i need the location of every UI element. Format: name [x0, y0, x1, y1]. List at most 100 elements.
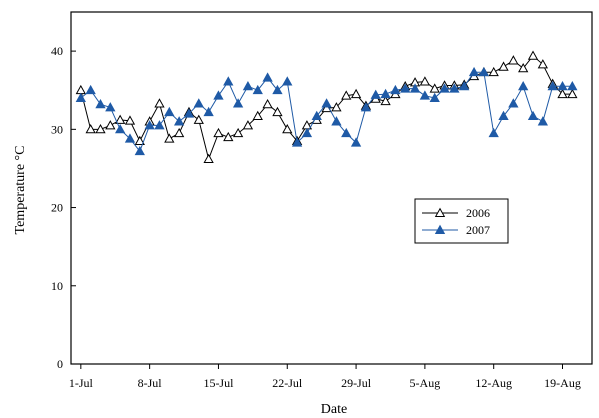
data-point-2007	[468, 66, 480, 77]
data-point-2006	[419, 76, 431, 86]
data-point-2007	[105, 102, 116, 112]
data-point-2007	[183, 108, 195, 118]
data-point-2006	[85, 124, 96, 134]
data-point-2007	[380, 88, 391, 99]
data-point-2006	[262, 98, 273, 109]
data-point-2006	[498, 61, 509, 71]
x-axis-label: Date	[321, 402, 347, 417]
data-point-2007	[193, 98, 204, 108]
data-point-2006	[527, 50, 539, 60]
data-point-2006	[154, 98, 165, 108]
data-point-2007	[252, 84, 263, 95]
data-point-2007	[144, 120, 155, 130]
data-point-2007	[262, 72, 273, 82]
data-point-2006	[380, 95, 391, 106]
data-point-2007	[537, 116, 548, 126]
data-point-2006	[331, 102, 342, 112]
data-point-2007	[95, 98, 106, 109]
data-point-2006	[272, 106, 283, 117]
data-point-2007	[370, 89, 381, 99]
data-point-2007	[115, 124, 126, 134]
x-tick-label: 12-Aug	[475, 376, 512, 390]
legend-marker-2006	[434, 207, 446, 217]
data-point-2006	[488, 66, 499, 77]
data-point-2007	[321, 98, 332, 108]
data-point-2006	[223, 131, 234, 142]
legend-box	[414, 198, 509, 244]
x-tick-label: 22-Jul	[272, 376, 303, 390]
data-point-2006	[341, 90, 352, 100]
data-point-2007	[449, 83, 460, 93]
data-point-2007	[478, 66, 490, 77]
x-tick-label: 1-Jul	[69, 376, 94, 390]
data-point-2006	[242, 120, 254, 130]
data-point-2006	[164, 133, 175, 143]
data-point-2006	[75, 84, 86, 95]
data-point-2007	[173, 116, 185, 126]
x-tick-label: 19-Aug	[544, 376, 581, 390]
data-point-2007	[203, 106, 214, 117]
data-point-2007	[508, 98, 519, 108]
data-point-2007	[164, 106, 175, 117]
data-point-2006	[173, 127, 185, 138]
data-point-2007	[567, 80, 578, 91]
x-tick-label: 8-Jul	[138, 376, 163, 390]
y-tick-label: 40	[51, 44, 63, 58]
data-point-2006	[95, 124, 106, 134]
data-point-2007	[429, 92, 440, 102]
data-point-2007	[272, 84, 283, 95]
plot-frame	[70, 11, 593, 365]
data-point-2007	[75, 92, 86, 102]
data-point-2007	[154, 120, 165, 130]
data-point-2007	[282, 76, 293, 86]
data-point-2007	[301, 127, 313, 138]
y-tick-label: 20	[51, 201, 63, 215]
data-point-2007	[459, 80, 470, 91]
data-point-2007	[232, 98, 244, 108]
data-point-2007	[242, 80, 254, 91]
data-point-2006	[537, 59, 548, 69]
data-point-2006	[557, 88, 568, 99]
data-point-2007	[527, 110, 539, 120]
data-point-2007	[400, 83, 411, 93]
y-tick-label: 30	[51, 122, 63, 136]
data-point-2006	[429, 83, 440, 93]
legend-label: 2007	[466, 223, 490, 237]
data-point-2007	[488, 127, 499, 138]
data-point-2006	[282, 124, 293, 134]
data-point-2007	[419, 90, 431, 100]
y-axis-label: Temperature °C	[13, 146, 28, 235]
data-point-2006	[124, 115, 136, 125]
data-point-2006	[203, 153, 214, 163]
data-point-2006	[508, 55, 519, 65]
plot-area: 0 10 20 30 40 1-Jul 8-Jul 15-Jul 22-Jul 29-Jul 5-A…	[51, 11, 593, 390]
data-point-2006	[350, 88, 362, 99]
data-point-2006	[567, 88, 578, 99]
data-point-2006	[193, 114, 204, 124]
data-point-2007	[341, 127, 352, 138]
data-point-2007	[311, 110, 322, 120]
data-point-2006	[115, 114, 126, 124]
data-point-2007	[291, 137, 303, 147]
y-tick-label: 0	[57, 357, 63, 371]
data-point-2007	[85, 84, 96, 95]
data-point-2007	[124, 133, 136, 143]
data-point-2006	[252, 110, 263, 120]
data-point-2007	[134, 145, 145, 156]
data-point-2007	[213, 90, 224, 100]
x-tick-label: 5-Aug	[410, 376, 441, 390]
x-tick-label: 29-Jul	[341, 376, 372, 390]
data-point-2007	[360, 102, 372, 112]
data-point-2006	[213, 127, 224, 138]
data-point-2006	[232, 127, 244, 138]
legend: 2006 2007	[414, 198, 509, 244]
data-point-2006	[518, 62, 529, 73]
legend-marker-2007	[434, 224, 446, 234]
y-tick-label: 10	[51, 279, 63, 293]
data-point-2007	[439, 83, 450, 93]
data-point-2007	[518, 80, 529, 91]
data-point-2007	[223, 76, 234, 86]
data-point-2007	[390, 84, 401, 95]
legend-label: 2006	[466, 206, 490, 220]
